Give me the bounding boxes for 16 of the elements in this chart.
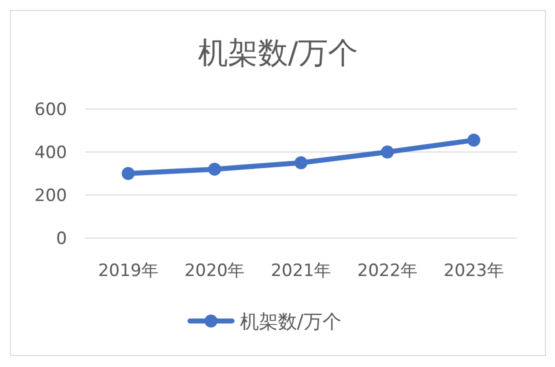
x-tick-label: 2022年 — [357, 261, 418, 281]
legend-label: 机架数/万个 — [240, 311, 342, 333]
y-tick-label: 0 — [56, 229, 67, 249]
x-tick-label: 2019年 — [98, 261, 158, 281]
chart-title: 机架数/万个 — [198, 36, 358, 71]
x-tick-label: 2020年 — [184, 261, 245, 281]
y-tick-label: 400 — [34, 143, 67, 163]
point — [208, 162, 222, 176]
x-tick-label: 2023年 — [444, 261, 504, 281]
point — [122, 167, 135, 180]
point — [294, 156, 308, 170]
point — [380, 146, 394, 158]
y-tick-label: 200 — [34, 186, 67, 206]
x-tick-label: 2021年 — [270, 261, 332, 281]
y-tick-label: 600 — [34, 100, 67, 120]
point — [467, 134, 480, 147]
